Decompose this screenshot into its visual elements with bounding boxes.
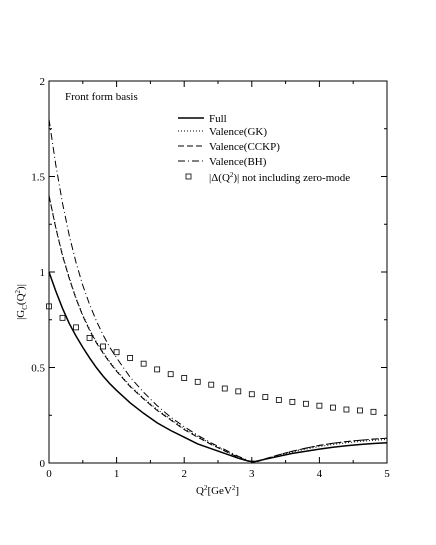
data-point [86, 334, 93, 341]
data-point [194, 378, 201, 385]
data-point [289, 398, 296, 405]
data-point [181, 375, 188, 381]
legend-delta-sup: 2 [230, 171, 234, 179]
data-point [208, 381, 215, 388]
x-tick-label: 1 [114, 468, 120, 480]
x-title-end: ] [235, 485, 239, 497]
x-axis-title: Q2[GeV2] [196, 484, 239, 497]
data-point [154, 366, 161, 373]
series-full-line [48, 271, 388, 463]
data-point [100, 343, 106, 350]
annotation: Front form basis [65, 91, 138, 103]
x-tick-label: 4 [317, 468, 323, 480]
data-point [221, 385, 228, 392]
data-point [167, 371, 174, 378]
y-tick-label: 2 [40, 76, 46, 88]
x-tick-label: 2 [181, 468, 187, 480]
axis-ticks: 0 1 2 3 4 5 0 0.5 1 1.5 2 [31, 76, 390, 480]
data-point [248, 391, 255, 398]
legend-sample-delta [185, 173, 192, 180]
data-point [316, 402, 323, 409]
legend-label-gk: Valence(GK) [209, 126, 267, 138]
y-tick-label: 0 [40, 458, 46, 470]
legend-label-delta: |Δ(Q2)| not including zero-mode [209, 171, 350, 184]
y-tick-label: 1.5 [31, 172, 45, 184]
x-tick-label: 5 [384, 468, 390, 480]
y-title-pre: |G [15, 310, 27, 320]
x-tick-label: 3 [249, 468, 255, 480]
data-point [235, 388, 242, 395]
data-point [370, 408, 377, 415]
plot-frame [48, 80, 388, 464]
x-title-sup: 2 [204, 484, 208, 492]
data-point [343, 406, 350, 413]
data-point [127, 355, 134, 361]
series-delta-markers [46, 303, 377, 415]
x-title-base: Q [196, 485, 204, 497]
y-title-sup: 2 [14, 289, 22, 293]
series-cckp-line [48, 195, 388, 463]
x-title-sup2: 2 [232, 484, 236, 492]
data-point [262, 394, 269, 401]
data-point [73, 324, 79, 331]
legend-delta-post: )| not including zero-mode [233, 172, 350, 184]
data-point [357, 407, 363, 414]
data-point [140, 360, 147, 367]
y-title-sub: C [21, 305, 29, 310]
series-bh-line [48, 119, 388, 463]
series-layer [46, 119, 388, 463]
y-tick-label: 1 [40, 267, 46, 279]
data-point [330, 404, 336, 411]
data-point [302, 400, 309, 407]
legend-delta-pre: |Δ(Q [209, 172, 230, 184]
data-point [46, 303, 52, 310]
legend-label-cckp: Valence(CCKP) [209, 141, 280, 153]
data-point [275, 397, 282, 403]
x-title-rest: [GeV [207, 485, 231, 497]
y-title-mid: (Q [15, 293, 27, 305]
legend-label-bh: Valence(BH) [209, 156, 267, 168]
y-tick-label: 0.5 [31, 363, 45, 375]
y-title-end: )| [15, 284, 27, 290]
legend-label-full: Full [209, 113, 227, 125]
legend: Full Valence(GK) Valence(CCKP) Valence(B… [178, 113, 350, 184]
data-point [113, 349, 120, 356]
x-tick-label: 0 [46, 468, 52, 480]
data-point [59, 314, 66, 321]
y-axis-title: |GC(Q2)| [14, 284, 29, 320]
